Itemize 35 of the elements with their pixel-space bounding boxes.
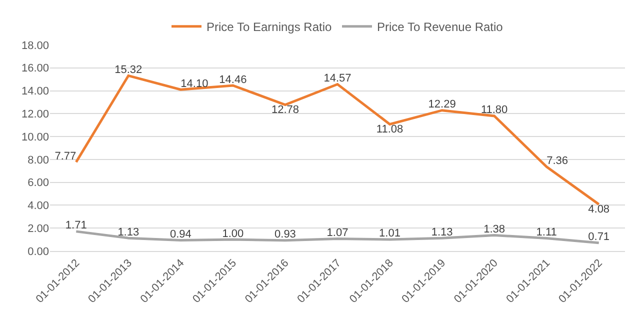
line-series: [74, 74, 600, 206]
data-label: 1.07: [326, 227, 348, 239]
legend-label: Price To Revenue Ratio: [377, 20, 504, 34]
data-label: 14.10: [180, 78, 208, 90]
data-label: 11.08: [376, 123, 404, 136]
data-label: 1.13: [431, 226, 453, 238]
y-tick-label: 16.00: [21, 62, 49, 75]
y-tick-label: 18.00: [21, 40, 49, 52]
data-label: 0.93: [274, 228, 296, 241]
data-label: 1.11: [536, 226, 557, 239]
data-label: 12.78: [271, 104, 299, 116]
data-label: 15.32: [114, 64, 142, 76]
data-label: 14.46: [219, 74, 247, 86]
data-label: 7.36: [546, 155, 568, 168]
y-tick-label: 4.00: [28, 200, 49, 212]
data-label: 1.13: [118, 226, 140, 238]
data-label: 0.71: [588, 231, 610, 244]
data-label: 1.00: [222, 228, 244, 240]
y-tick-label: 12.00: [21, 108, 49, 121]
data-label: 0.94: [170, 228, 192, 240]
data-label: 1.38: [484, 223, 506, 236]
data-label: 14.57: [324, 72, 352, 84]
y-tick-label: 8.00: [28, 154, 49, 166]
y-tick-label: 2.00: [28, 222, 49, 235]
data-label: 4.08: [588, 204, 610, 216]
data-label: 12.29: [428, 98, 456, 111]
legend-label: Price To Earnings Ratio: [206, 20, 332, 34]
y-tick-label: 6.00: [28, 177, 49, 190]
data-label: 7.77: [54, 150, 76, 162]
data-label: 1.01: [379, 228, 400, 240]
y-tick-label: 14.00: [21, 86, 49, 98]
y-tick-label: 0.00: [28, 246, 49, 258]
data-label: 1.71: [65, 220, 87, 232]
y-tick-label: 10.00: [21, 131, 49, 144]
data-label: 11.80: [480, 104, 508, 116]
